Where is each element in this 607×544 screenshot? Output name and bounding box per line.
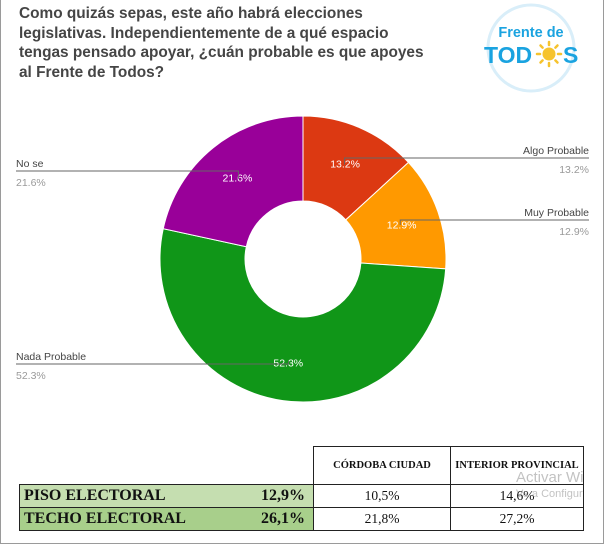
- donut-chart: 13.2% Algo Probable 13.2% 12.9% Muy Probable…: [16, 115, 589, 403]
- slice-value-label: 12.9%: [387, 220, 417, 232]
- watermark-line2: Ve a Configur: [516, 488, 583, 500]
- table-row: PISO ELECTORAL 12,9% 10,5% 14,6%: [19, 484, 584, 508]
- row-label-piso: PISO ELECTORAL: [19, 484, 203, 508]
- leader-line: [344, 157, 589, 165]
- header-interior-provincial: INTERIOR PROVINCIAL: [450, 446, 584, 485]
- slice-value-label: 21.6%: [223, 173, 253, 185]
- row-value-techo: 26,1%: [202, 507, 314, 531]
- electoral-table: CÓRDOBA CIUDAD INTERIOR PROVINCIAL PISO …: [19, 446, 584, 531]
- row-value-piso: 12,9%: [202, 484, 314, 508]
- survey-question: Como quizás sepas, este año habrá elecci…: [19, 5, 424, 81]
- logo-todos-left: TOD: [484, 42, 532, 68]
- slice-percent-label: 13.2%: [559, 164, 589, 176]
- leader-line: [16, 170, 239, 179]
- logo-ring: [486, 3, 576, 93]
- cell-techo-cordoba: 21,8%: [313, 507, 451, 531]
- watermark-line1: Activar Wi: [516, 469, 584, 486]
- cell-piso-cordoba: 10,5%: [313, 484, 451, 508]
- sun-icon: [535, 40, 563, 68]
- leader-line: [16, 360, 289, 365]
- slice-name-label: Algo Probable: [523, 145, 589, 157]
- logo-line2: TOD: [484, 42, 532, 68]
- slice-name-label: No se: [16, 158, 44, 170]
- svg-text:S: S: [563, 42, 578, 68]
- frente-de-todos-logo: Frente de TOD S: [484, 3, 578, 93]
- slice-percent-label: 52.3%: [16, 370, 46, 382]
- table-corner: [20, 447, 314, 485]
- leader-line: [399, 219, 589, 226]
- donut-slice-no-se: [162, 115, 304, 248]
- windows-activation-watermark: Activar Wi Ve a Configur: [516, 470, 607, 502]
- cell-piso-interior: 14,6%: [450, 484, 584, 508]
- logo-line1: Frente de: [498, 25, 563, 41]
- cell-techo-interior: 27,2%: [450, 507, 584, 531]
- donut-slice-nada-probable: [159, 228, 447, 403]
- slice-name-label: Nada Probable: [16, 351, 86, 363]
- slice-percent-label: 21.6%: [16, 177, 46, 189]
- slice-value-label: 13.2%: [330, 158, 360, 170]
- slice-name-label: Muy Probable: [524, 207, 589, 219]
- slice-percent-label: 12.9%: [559, 226, 589, 238]
- table-header-row: CÓRDOBA CIUDAD INTERIOR PROVINCIAL: [20, 446, 584, 485]
- logo-todos-right: S: [563, 42, 578, 68]
- header-cordoba-ciudad: CÓRDOBA CIUDAD: [313, 446, 451, 485]
- table-row: TECHO ELECTORAL 26,1% 21,8% 27,2%: [19, 507, 584, 531]
- row-label-techo: TECHO ELECTORAL: [19, 507, 203, 531]
